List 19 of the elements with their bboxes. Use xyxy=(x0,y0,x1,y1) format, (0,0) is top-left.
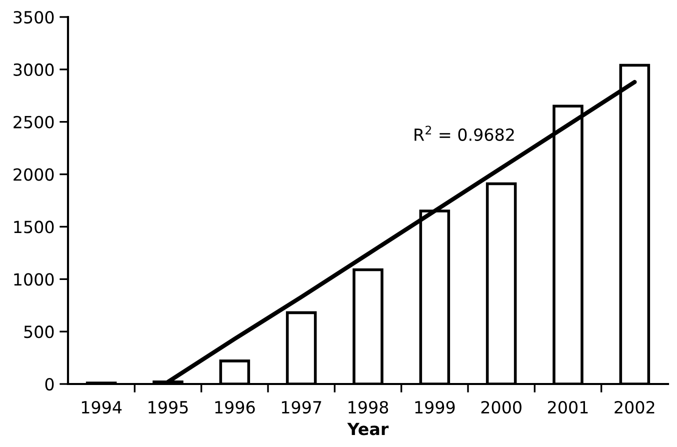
x-axis-title: Year xyxy=(347,422,389,436)
x-tick-label: 1996 xyxy=(215,400,255,414)
x-tick-label: 1999 xyxy=(415,400,455,414)
y-tick-label: 500 xyxy=(24,326,54,338)
x-tick-label: 2001 xyxy=(548,400,588,414)
y-tick-label: 3500 xyxy=(14,10,54,24)
y-tick-label: 2500 xyxy=(14,116,54,128)
x-tick-label: 1994 xyxy=(82,400,122,414)
x-tick-label: 1997 xyxy=(282,400,322,414)
y-tick-label: 0 xyxy=(45,378,54,391)
y-tick-label: 1000 xyxy=(14,273,54,286)
y-tick-label: 2000 xyxy=(14,168,54,181)
x-tick-label: 2000 xyxy=(481,400,522,414)
x-tick-label: 1998 xyxy=(348,400,388,414)
x-tick-label: 1995 xyxy=(148,400,188,414)
annotation: R$^{2}$ = 0.9682 xyxy=(414,126,514,141)
x-tick-label: 2002 xyxy=(614,400,654,414)
y-tick-label: 1500 xyxy=(14,220,54,234)
y-tick-label: 3000 xyxy=(14,63,54,76)
